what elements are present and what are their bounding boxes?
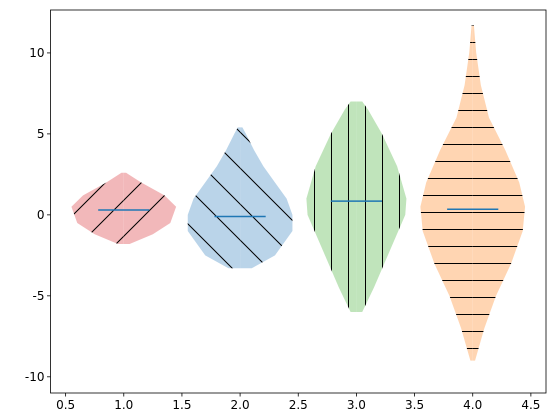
y-tick-label: 0 (37, 208, 45, 222)
violin-hatch (71, 172, 124, 245)
violin-hatch (356, 101, 407, 313)
y-tick-label: -5 (33, 289, 45, 303)
x-tick-label: 3.5 (405, 398, 424, 412)
violin-hatch (472, 25, 526, 361)
x-tick-label: 4.5 (521, 398, 540, 412)
violin-hatch (306, 101, 357, 313)
x-tick-label: 1.5 (172, 398, 191, 412)
x-tick-label: 3.0 (347, 398, 366, 412)
x-tick-label: 4.0 (463, 398, 482, 412)
x-tick-label: 2.0 (231, 398, 250, 412)
violin-hatch (123, 172, 177, 245)
x-tick-label: 0.5 (56, 398, 75, 412)
violin-hatch (187, 127, 241, 269)
violin-hatch (240, 127, 293, 269)
x-tick-label: 1.0 (114, 398, 133, 412)
y-tick-label: 10 (29, 46, 44, 60)
y-tick-label: -10 (25, 370, 45, 384)
x-tick-label: 2.5 (289, 398, 308, 412)
violin-hatch (420, 25, 473, 361)
y-tick-label: 5 (37, 127, 45, 141)
